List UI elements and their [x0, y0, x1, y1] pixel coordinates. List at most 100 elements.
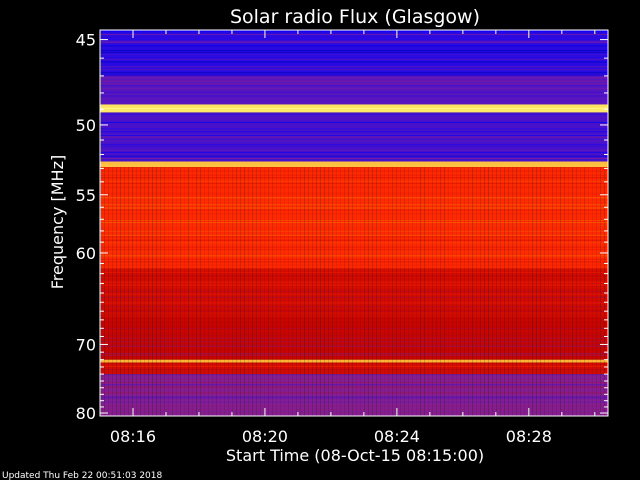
- heatmap-streak: [432, 167, 433, 416]
- heatmap-streak: [320, 167, 321, 416]
- heatmap-streak: [476, 167, 477, 416]
- heatmap-line: [100, 213, 608, 215]
- heatmap-streak: [512, 167, 513, 416]
- heatmap-line: [100, 352, 608, 354]
- heatmap-streak: [244, 167, 245, 416]
- heatmap-line: [100, 330, 608, 332]
- heatmap-streak: [584, 167, 585, 416]
- heatmap-streak: [228, 167, 229, 416]
- heatmap-line: [100, 200, 608, 202]
- heatmap-line: [100, 398, 608, 400]
- heatmap-streak: [452, 167, 453, 416]
- heatmap-band: [100, 161, 608, 168]
- heatmap-line: [100, 310, 608, 312]
- heatmap-line: [100, 261, 608, 263]
- heatmap-streak: [196, 167, 197, 416]
- heatmap-line: [100, 341, 608, 343]
- heatmap-streak: [248, 167, 249, 416]
- heatmap-streak: [480, 167, 481, 416]
- heatmap-streak: [136, 167, 137, 416]
- heatmap-line: [100, 192, 608, 194]
- x-tick-label: 08:24: [374, 427, 420, 446]
- heatmap-streak: [132, 167, 133, 416]
- heatmap-line: [100, 77, 608, 79]
- heatmap-streak: [564, 167, 565, 416]
- heatmap-line: [100, 182, 608, 184]
- heatmap-streak: [352, 167, 353, 416]
- heatmap-streak: [240, 167, 241, 416]
- x-axis-label: Start Time (08-Oct-15 08:15:00): [226, 446, 484, 465]
- heatmap-streak: [200, 167, 201, 416]
- heatmap-streak: [384, 167, 385, 416]
- y-axis: 45 50 55 60 70 80: [76, 31, 608, 423]
- y-tick-label: 70: [76, 335, 96, 354]
- heatmap-line: [100, 84, 608, 86]
- heatmap-line: [100, 386, 608, 388]
- heatmap-line: [100, 346, 608, 348]
- heatmap-streak: [460, 167, 461, 416]
- heatmap-streak: [156, 167, 157, 416]
- heatmap-line: [100, 80, 608, 82]
- heatmap-streak: [496, 167, 497, 416]
- y-axis-label: Frequency [MHz]: [48, 155, 67, 289]
- heatmap-line: [100, 269, 608, 271]
- heatmap-line: [100, 61, 608, 63]
- heatmap-streak: [128, 167, 129, 416]
- heatmap-line: [100, 180, 608, 182]
- heatmap-streak: [332, 167, 333, 416]
- heatmap-line: [100, 296, 608, 298]
- heatmap-streak: [152, 167, 153, 416]
- heatmap-streak: [204, 167, 205, 416]
- heatmap-streak: [108, 167, 109, 416]
- heatmap-streak: [404, 167, 405, 416]
- heatmap-line: [100, 177, 608, 179]
- heatmap-line: [100, 271, 608, 273]
- heatmap-line: [100, 58, 608, 60]
- heatmap-line: [100, 140, 608, 142]
- heatmap-streak: [368, 167, 369, 416]
- heatmap-streak: [180, 167, 181, 416]
- heatmap-line: [100, 362, 608, 364]
- chart-title: Solar radio Flux (Glasgow): [230, 6, 480, 28]
- heatmap-streak: [144, 167, 145, 416]
- heatmap-line: [100, 255, 608, 257]
- heatmap-streak: [276, 167, 277, 416]
- heatmap-streak: [488, 167, 489, 416]
- heatmap-line: [100, 216, 608, 218]
- heatmap-streak: [464, 167, 465, 416]
- heatmap-line: [100, 236, 608, 238]
- heatmap-line: [100, 149, 608, 151]
- heatmap-line: [100, 408, 608, 410]
- heatmap-line: [100, 242, 608, 244]
- heatmap-line: [100, 309, 608, 311]
- heatmap-line: [100, 365, 608, 367]
- heatmap-streak: [468, 167, 469, 416]
- heatmap-line: [100, 228, 608, 230]
- heatmap-streak: [596, 167, 597, 416]
- heatmap-line: [100, 401, 608, 403]
- heatmap-line: [100, 95, 608, 97]
- heatmap-streak: [388, 167, 389, 416]
- heatmap-streak: [428, 167, 429, 416]
- heatmap-line: [100, 100, 608, 102]
- heatmap-streak: [124, 167, 125, 416]
- heatmap-line: [100, 374, 608, 376]
- heatmap-line: [100, 83, 608, 85]
- heatmap-streak: [164, 167, 165, 416]
- heatmap-streak: [580, 167, 581, 416]
- heatmap-streak: [532, 167, 533, 416]
- heatmap-line: [100, 151, 608, 153]
- heatmap-line: [100, 239, 608, 241]
- heatmap-band: [100, 30, 608, 76]
- heatmap-streak: [224, 167, 225, 416]
- heatmap-streak: [448, 167, 449, 416]
- heatmap-line: [100, 125, 608, 127]
- heatmap-streak: [168, 167, 169, 416]
- heatmap-line: [100, 116, 608, 118]
- heatmap-streak: [220, 167, 221, 416]
- heatmap-streak: [292, 167, 293, 416]
- heatmap-streak: [548, 167, 549, 416]
- heatmap-streak: [256, 167, 257, 416]
- heatmap-streak: [232, 167, 233, 416]
- heatmap-line: [100, 224, 608, 226]
